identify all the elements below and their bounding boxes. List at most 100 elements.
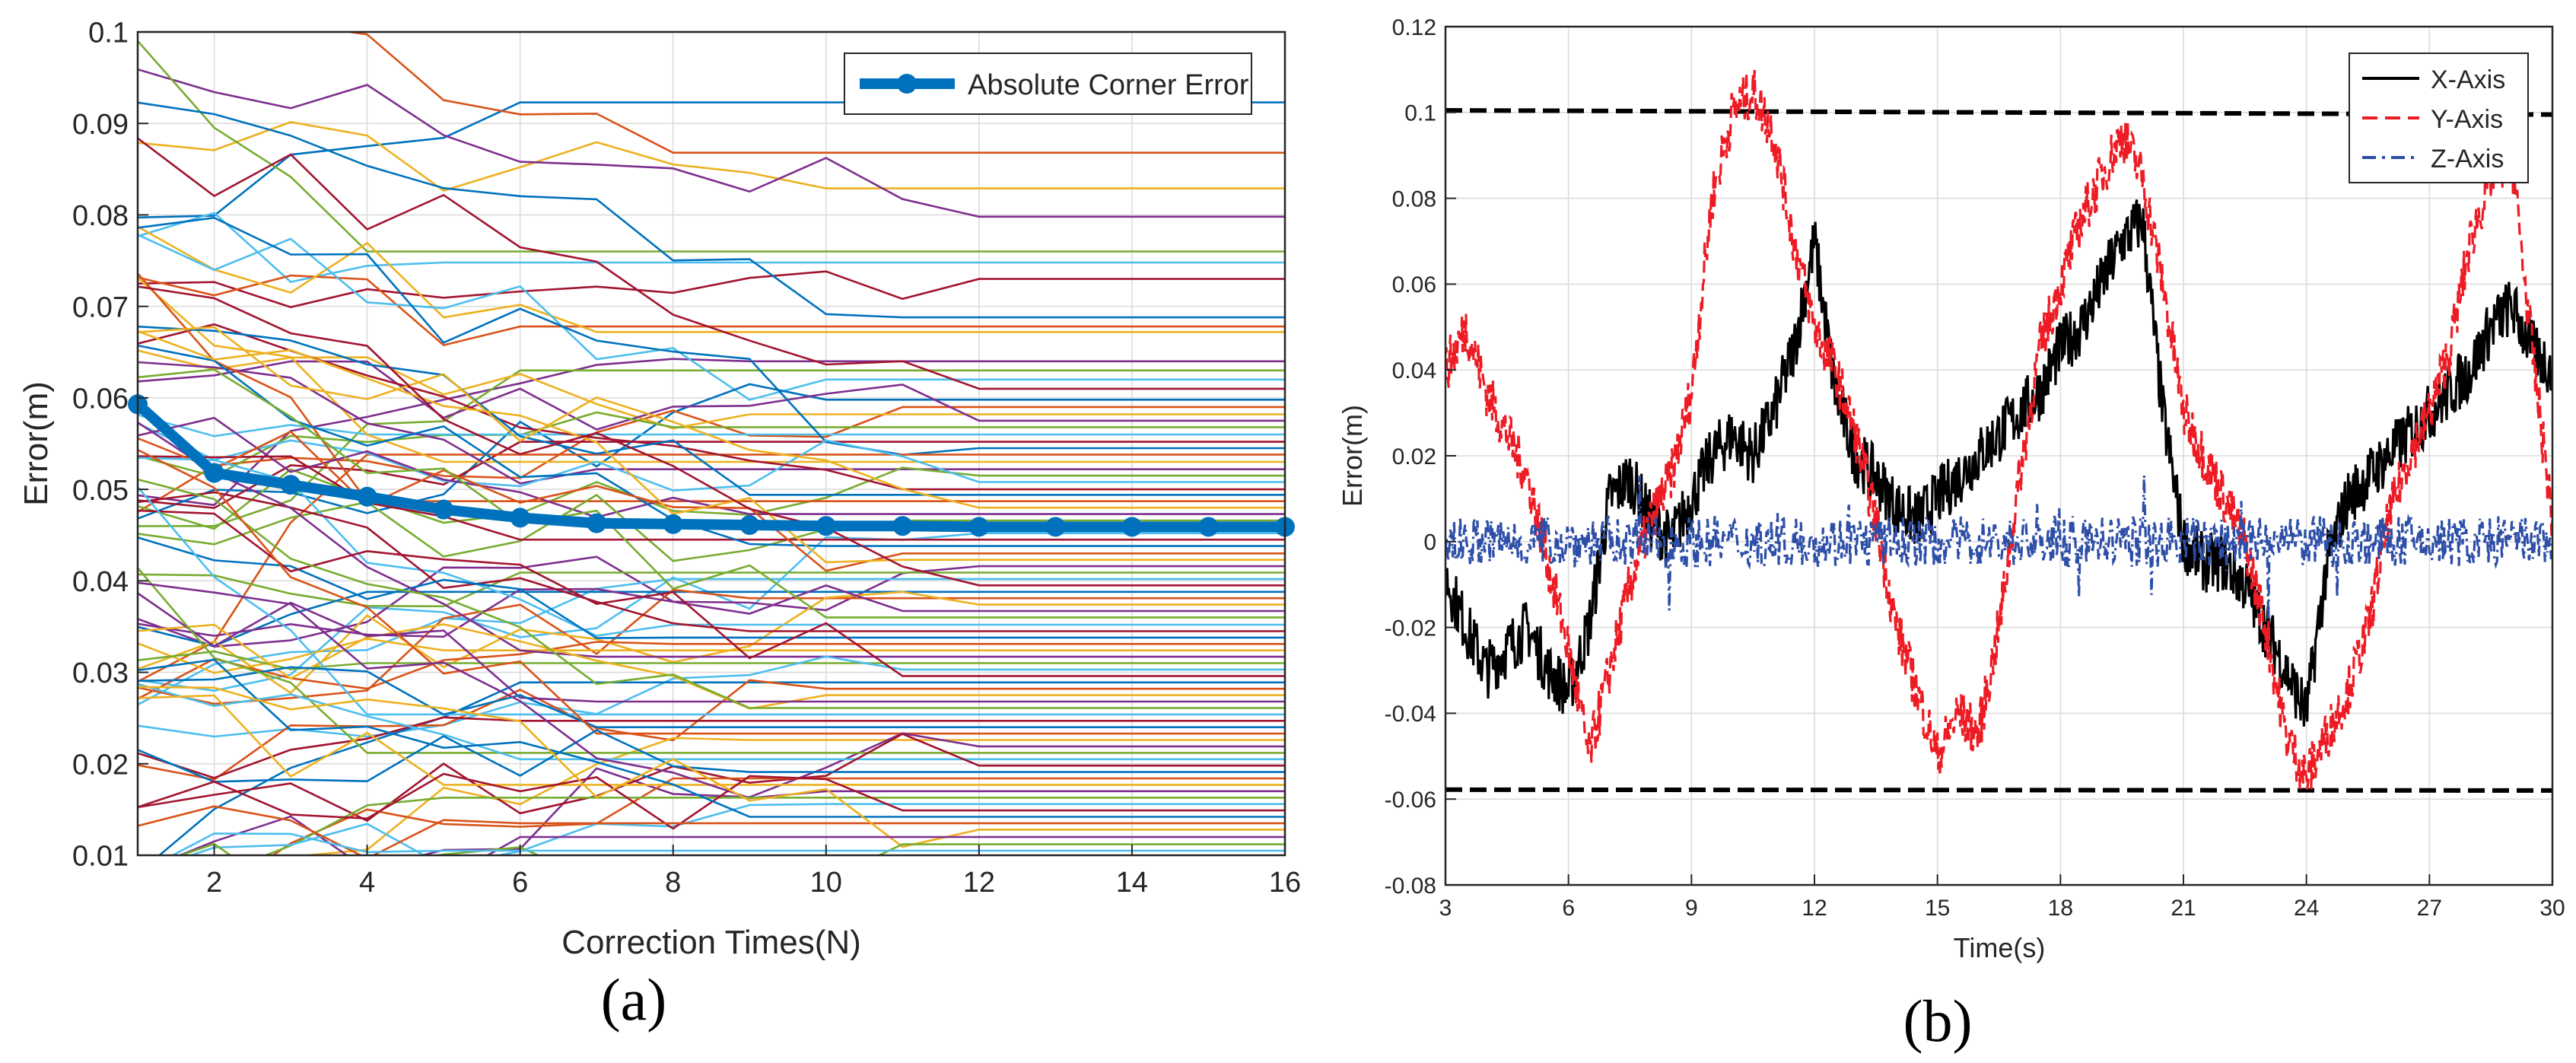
chart-a: 2 4 6 8 10 12 14 16 0.010.020.030.040.050.060.0… [17, 18, 1301, 1033]
background-series-line [138, 623, 1285, 710]
background-series-line [138, 137, 1285, 390]
absolute-corner-error-point [816, 516, 836, 536]
x-tick-label: 6 [512, 867, 528, 899]
absolute-corner-error-point [968, 517, 989, 537]
x-tick-label: 4 [359, 867, 375, 899]
y-tick-label: 0.1 [1404, 101, 1436, 126]
absolute-corner-error-line [134, 400, 1285, 533]
background-series-line [138, 277, 1285, 463]
chart-a-background-lines [138, 32, 1285, 855]
background-series-line [138, 430, 1285, 572]
chart-b-y-ticks: -0.08 -0.06 -0.04 -0.02 0 0.02 0.04 0.06 0.08 0.1… [1385, 15, 1456, 899]
background-series-line [138, 491, 1285, 632]
background-series-line [138, 578, 1285, 706]
background-series-line [138, 101, 1285, 319]
background-series-line [138, 679, 1285, 781]
background-series-line [188, 803, 1285, 855]
background-series-line [138, 655, 1285, 738]
background-series-line [138, 588, 1285, 705]
background-series-line [138, 571, 1285, 608]
x-tick-label: 9 [1685, 896, 1698, 921]
background-series-line [297, 737, 1285, 855]
chart-b-x-ticks: 3 6 9 12 15 18 21 24 27 30 [1439, 874, 2565, 921]
legend-entry-x-axis: X-Axis [2431, 65, 2505, 94]
background-series-line [138, 285, 1285, 587]
chart-a-plot-frame [136, 30, 1286, 857]
absolute-corner-error-point [663, 514, 683, 534]
background-series-line [262, 797, 1285, 855]
x-tick-label: 15 [1925, 896, 1950, 921]
absolute-corner-error-point [204, 463, 224, 483]
chart-b-y-axis-label: Error(m) [1337, 405, 1368, 507]
background-series-line [170, 832, 1285, 855]
x-tick-label: 6 [1562, 896, 1575, 921]
background-series-line [138, 406, 1285, 514]
x-axis-series-line [1445, 199, 2552, 727]
absolute-corner-error-point [587, 513, 607, 533]
background-series-line [138, 638, 1285, 674]
background-series-line [138, 536, 1285, 639]
background-series-line [138, 641, 1285, 700]
absolute-corner-error-point [510, 508, 530, 528]
y-tick-label: 0.08 [72, 200, 129, 232]
reference-line [1445, 787, 2553, 793]
y-tick-label: -0.02 [1385, 616, 1436, 641]
background-series-line [138, 590, 1285, 648]
background-series-line [138, 323, 1285, 491]
x-tick-label: 12 [963, 867, 995, 899]
background-series-line [138, 68, 1285, 218]
background-series-line [138, 555, 1285, 648]
background-series-line [138, 590, 1285, 695]
background-series-line [138, 584, 1285, 638]
x-tick-label: 2 [206, 867, 222, 899]
background-series-line [138, 772, 1285, 830]
y-axis-series-line [1445, 70, 2552, 790]
background-series-line [138, 455, 1285, 541]
absolute-corner-error-point [281, 475, 301, 495]
x-tick-label: 18 [2048, 896, 2073, 921]
y-tick-label: 0.08 [1392, 186, 1436, 212]
background-series-line [138, 121, 1285, 193]
x-tick-label: 30 [2539, 896, 2565, 921]
chart-a-legend: Absolute Corner Error [844, 53, 1252, 115]
y-tick-label: 0.06 [72, 384, 129, 415]
chart-b-x-axis-label: Time(s) [1954, 932, 2046, 963]
background-series-line [138, 449, 1285, 735]
y-tick-label: 0.06 [1392, 272, 1436, 298]
background-series-line [138, 686, 1285, 848]
background-series-line [138, 325, 1285, 496]
background-series-line [138, 581, 1285, 800]
legend-entry-y-axis: Y-Axis [2431, 105, 2503, 134]
absolute-corner-error-point [739, 514, 760, 535]
absolute-corner-error-point [357, 486, 377, 507]
x-tick-label: 14 [1116, 867, 1148, 899]
background-series-line [138, 272, 1285, 503]
background-series-line [138, 716, 1285, 779]
y-tick-label: 0.02 [1392, 444, 1436, 469]
x-tick-label: 21 [2171, 896, 2196, 921]
y-tick-label: 0.09 [72, 109, 129, 141]
background-series-line [138, 805, 1285, 855]
background-series-line [485, 835, 1285, 855]
y-tick-label: 0.05 [72, 475, 129, 507]
background-series-line [138, 493, 1285, 562]
background-series-line [138, 212, 1285, 283]
background-series-line [138, 509, 1285, 677]
x-tick-label: 24 [2294, 896, 2319, 921]
reference-line [1445, 107, 2553, 117]
background-series-line [138, 349, 1285, 430]
chart-a-panel-label: (a) [601, 966, 667, 1033]
chart-a-x-axis-label: Correction Times(N) [561, 924, 861, 961]
background-series-line [138, 592, 1285, 703]
x-tick-label: 8 [665, 867, 681, 899]
chart-a-y-axis-label: Error(m) [17, 381, 55, 506]
x-tick-label: 16 [1269, 867, 1301, 899]
background-series-line [138, 270, 1285, 309]
background-series-line [138, 368, 1285, 619]
x-tick-label: 12 [1802, 896, 1827, 921]
background-series-line [138, 478, 1285, 709]
y-tick-label: 0.04 [72, 566, 129, 598]
y-tick-label: 0.02 [72, 749, 129, 781]
chart-b-reference-lines [1445, 107, 2553, 793]
background-series-line [138, 658, 1285, 818]
